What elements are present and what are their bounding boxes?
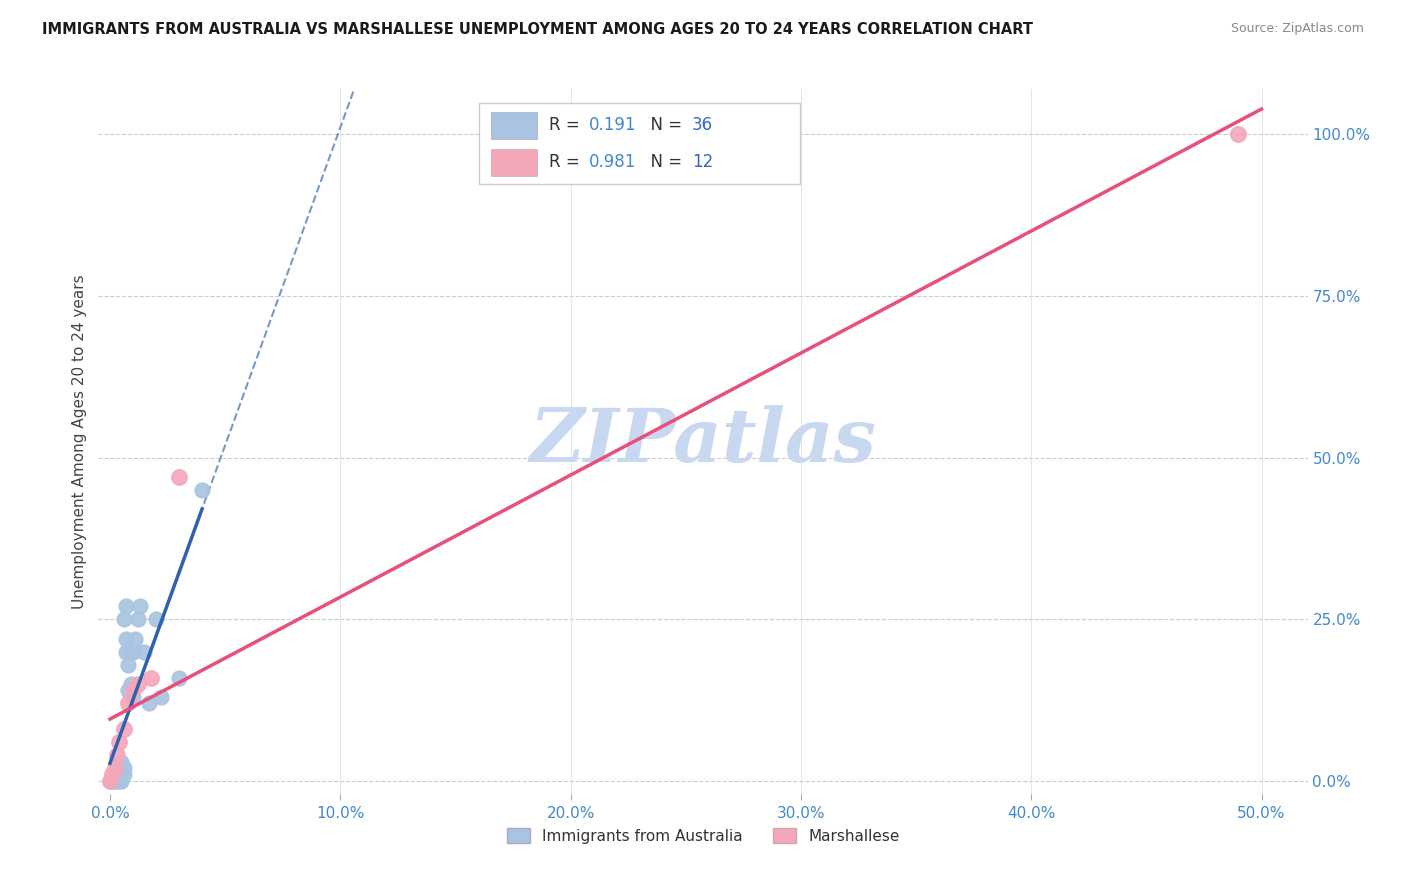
Point — [117, 683, 139, 698]
Point — [120, 645, 142, 659]
Point — [128, 599, 150, 614]
Point — [122, 645, 145, 659]
Point — [101, 774, 124, 789]
Text: 0.191: 0.191 — [589, 116, 637, 134]
Point — [110, 764, 132, 779]
Point — [127, 677, 149, 691]
Y-axis label: Unemployment Among Ages 20 to 24 years: Unemployment Among Ages 20 to 24 years — [72, 274, 87, 609]
Point — [98, 774, 121, 789]
Text: N =: N = — [640, 153, 688, 171]
Point — [138, 697, 160, 711]
Point — [105, 767, 128, 781]
Point — [105, 748, 128, 763]
Point — [1227, 128, 1250, 142]
Point — [105, 761, 128, 775]
Point — [117, 697, 139, 711]
Point — [134, 645, 156, 659]
Text: IMMIGRANTS FROM AUSTRALIA VS MARSHALLESE UNEMPLOYMENT AMONG AGES 20 TO 24 YEARS : IMMIGRANTS FROM AUSTRALIA VS MARSHALLESE… — [42, 22, 1033, 37]
Text: R =: R = — [550, 153, 585, 171]
Text: N =: N = — [640, 116, 688, 134]
Point — [167, 470, 190, 484]
Point — [103, 767, 125, 781]
Point — [101, 767, 124, 781]
Point — [120, 677, 142, 691]
Point — [112, 767, 135, 781]
Legend: Immigrants from Australia, Marshallese: Immigrants from Australia, Marshallese — [501, 822, 905, 850]
Point — [108, 774, 131, 789]
Text: 0.981: 0.981 — [589, 153, 637, 171]
Point — [103, 774, 125, 789]
Point — [124, 632, 146, 646]
Point — [112, 761, 135, 775]
Text: R =: R = — [550, 116, 585, 134]
Point — [105, 774, 128, 789]
Point — [108, 764, 131, 779]
Point — [115, 645, 138, 659]
Point — [110, 755, 132, 769]
Point — [110, 767, 132, 781]
Point — [103, 761, 125, 775]
Point — [145, 612, 167, 626]
Point — [115, 632, 138, 646]
Bar — [492, 149, 537, 176]
Point — [167, 671, 190, 685]
Text: Source: ZipAtlas.com: Source: ZipAtlas.com — [1230, 22, 1364, 36]
Point — [108, 761, 131, 775]
Point — [127, 612, 149, 626]
Text: 12: 12 — [692, 153, 713, 171]
Point — [108, 767, 131, 781]
Point — [112, 723, 135, 737]
Text: 36: 36 — [692, 116, 713, 134]
Point — [122, 690, 145, 704]
Point — [122, 683, 145, 698]
Point — [117, 657, 139, 672]
Point — [108, 735, 131, 749]
Point — [149, 690, 172, 704]
Point — [115, 599, 138, 614]
Point — [112, 612, 135, 626]
FancyBboxPatch shape — [479, 103, 800, 185]
Point — [191, 483, 214, 497]
Point — [141, 671, 163, 685]
Point — [98, 774, 121, 789]
Point — [110, 774, 132, 789]
Bar — [492, 112, 537, 138]
Text: ZIPatlas: ZIPatlas — [530, 405, 876, 478]
